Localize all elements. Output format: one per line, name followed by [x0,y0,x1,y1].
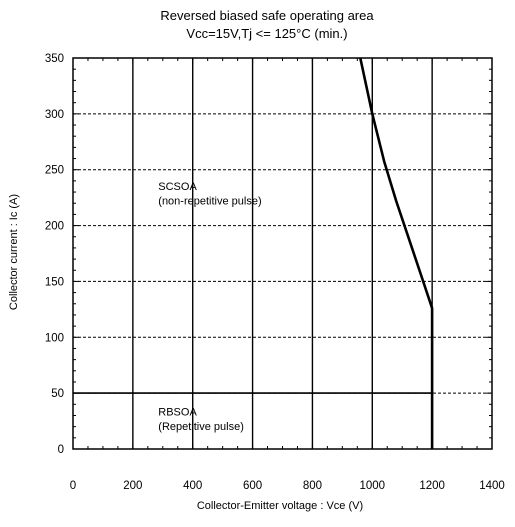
annotation-label: (non-repetitive pulse) [158,195,261,207]
plot-frame [72,57,493,450]
x-tick-label: 800 [303,480,322,492]
y-tick-label: 50 [51,388,64,400]
x-tick-label: 1400 [479,480,505,492]
y-tick-label: 150 [45,276,64,288]
x-tick-label: 1000 [359,480,385,492]
x-tick-label: 600 [243,480,262,492]
annotation-label: (Repetitive pulse) [158,421,244,433]
y-tick-label: 200 [45,221,64,233]
annotations: SCSOA (non-repetitive pulse) RBSOA (Repetit… [158,181,261,433]
y-tick-label: 300 [45,109,64,121]
annotation-label: SCSOA [158,181,197,193]
grid [73,58,492,449]
y-tick-label: 0 [58,444,64,456]
x-axis-label: Collector-Emitter voltage : Vce (V) [197,500,363,512]
y-tick-label: 350 [45,53,64,65]
chart-title: Reversed biased safe operating area [160,8,374,23]
annotation-label: RBSOA [158,406,197,418]
x-tick-label: 0 [70,480,76,492]
y-tick-label: 250 [45,165,64,177]
x-tick-label: 1200 [419,480,445,492]
chart-subtitle: Vcc=15V,Tj <= 125°C (min.) [186,26,347,41]
y-tick-label: 100 [45,332,64,344]
axis-ticks: 0 200 400 600 800 1000 1200 1400 0 50 100 150 200 250… [45,53,505,492]
soa-boundary-curve [359,57,434,449]
y-axis-label: Collector current : Ic (A) [8,194,20,310]
series-group [73,57,434,449]
x-tick-label: 400 [183,480,202,492]
x-tick-label: 200 [123,480,142,492]
